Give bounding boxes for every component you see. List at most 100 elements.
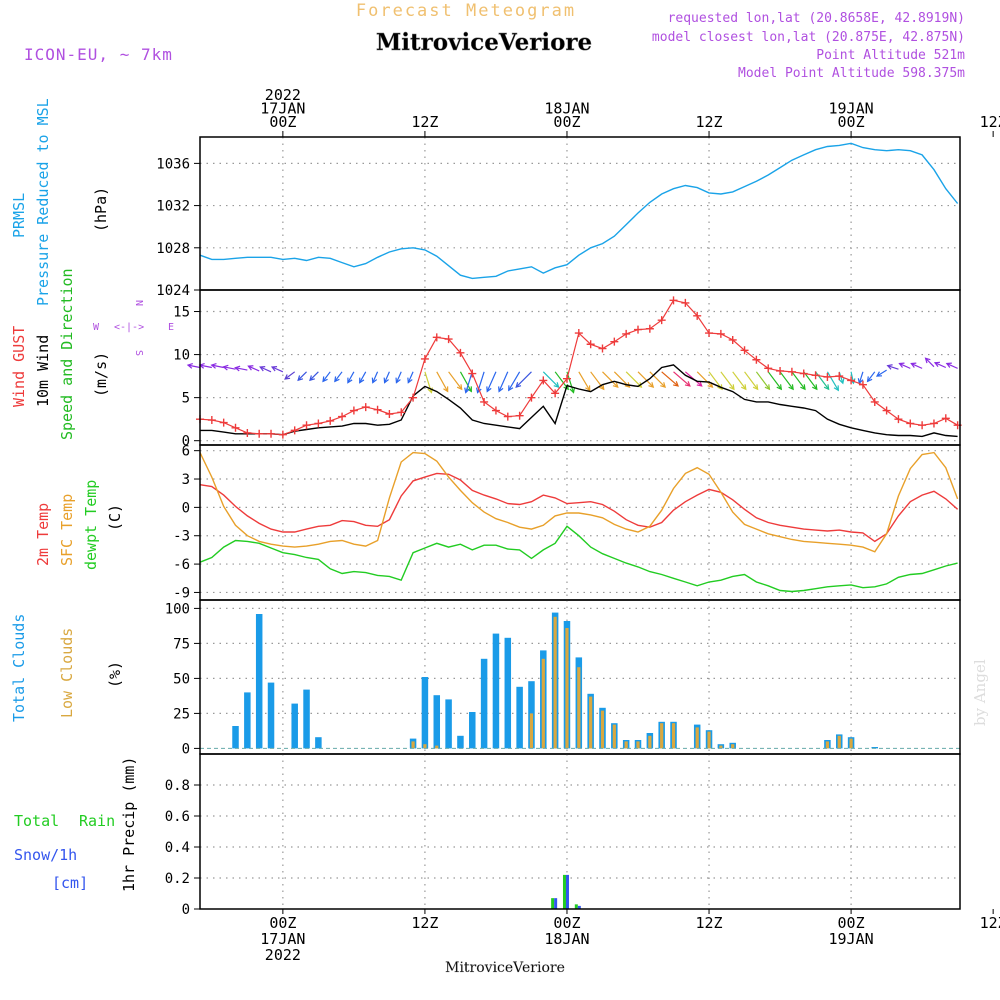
wind-arrow-shaft (625, 371, 642, 388)
precip-snow-bar (577, 905, 581, 909)
wind-arrow-head (259, 365, 266, 372)
wind-arrow-shaft (271, 366, 284, 373)
wind-arrow-head (838, 378, 845, 385)
wind-arrow-head (247, 365, 254, 371)
gust-marker (444, 335, 453, 344)
wind-direction-arrow (945, 362, 958, 369)
wind-arrow-head (186, 363, 193, 369)
gust-marker (740, 346, 749, 355)
wind-direction-arrow (383, 371, 390, 384)
gust-marker (349, 406, 358, 415)
cloud-ytick-label: 100 (165, 601, 190, 617)
precip-snow-bar (565, 874, 569, 909)
pressure-ytick-label: 1024 (156, 283, 190, 299)
gust-marker (432, 333, 441, 342)
wind-ytick-label: 0 (182, 434, 190, 450)
cloud-total-bar (871, 747, 879, 749)
wind-arrow-head (309, 375, 315, 382)
wind-arrow-head (210, 363, 217, 369)
wind-direction-arrow (210, 363, 224, 369)
top-tick-label: 2022 (265, 86, 301, 104)
wind-ytick-label: 10 (173, 348, 190, 364)
bottom-tick-label: 17JAN (260, 930, 305, 948)
wind-direction-arrow (407, 371, 414, 384)
gust-marker (906, 419, 915, 428)
gust-marker (338, 412, 347, 421)
cloud-low-bar (589, 696, 593, 749)
wind-arrow-shaft (372, 371, 379, 383)
wind-direction-arrow (732, 371, 747, 391)
pressure-ytick-label: 1032 (156, 199, 190, 215)
top-time-axis: 202217JAN00Z12Z18JAN00Z12Z19JAN00Z12Z (260, 86, 1000, 137)
temp-ytick-label: 3 (182, 472, 190, 488)
cloud-total-bar (492, 633, 500, 749)
wind-direction-arrow (476, 371, 485, 394)
wind-arrow-shaft (248, 365, 260, 372)
wind-arrow-shaft (322, 371, 331, 382)
gust-marker (835, 372, 844, 381)
wind-arrow-head (624, 382, 631, 388)
wind-arrow-head (407, 377, 413, 384)
wind-arrow-head (486, 386, 492, 393)
wind-arrow-shaft (187, 364, 201, 369)
wind-direction-arrow (322, 371, 331, 383)
pressure-series-prmsl (199, 142, 959, 280)
wind-arrow-head (933, 361, 941, 368)
wind-direction-arrow (791, 371, 806, 391)
temp-2m-label: 2m Temp (34, 503, 52, 566)
top-tick-label: 18JAN (544, 100, 589, 118)
wind-arrow-head (800, 384, 806, 391)
cloud-total-label: Total Clouds (10, 614, 28, 722)
cloud-low-bar (411, 741, 415, 749)
wind-arrow-shaft (211, 364, 224, 369)
wind-arrow-head (395, 377, 401, 384)
wind-arrow-head (673, 381, 679, 387)
gust-marker (622, 329, 631, 338)
gust-marker (503, 412, 512, 421)
wind-direction-arrow (395, 371, 402, 384)
wind-arrow-shaft (696, 371, 713, 388)
wind-arrow-head (569, 387, 576, 394)
precip-snow1: Snow/1h (14, 846, 77, 864)
gust-marker (941, 414, 950, 423)
wind-arrow-shaft (259, 366, 272, 373)
wind-arrow-head (334, 376, 340, 383)
wind-direction-arrow (359, 371, 367, 384)
wind-arrow-shaft (649, 371, 666, 388)
wind-arrow-head (371, 377, 378, 384)
wind-direction-arrow (744, 371, 759, 391)
wind-arrow-head (383, 377, 389, 384)
bottom-tick-label: 19JAN (829, 930, 874, 948)
precip-frame (199, 753, 961, 910)
gust-marker (728, 335, 737, 344)
top-tick-label: 12Z (980, 113, 1000, 131)
wind-arrow-head (752, 384, 759, 391)
wind-arrow-shaft (791, 371, 806, 390)
wind-arrow-head (476, 387, 482, 394)
precip-panel: 0 0.2 0.4 0.6 0.8 (165, 753, 961, 918)
wind-arrow-shaft (235, 367, 248, 371)
wind-arrow-shaft (309, 371, 319, 381)
wind-arrow-shaft (858, 371, 864, 384)
wind-direction-arrow (866, 371, 876, 383)
wind-arrow-head (598, 384, 605, 391)
gust-marker (894, 415, 903, 424)
wind-direction-arrow (347, 371, 355, 384)
compass-rose: W E <-|-> N S (93, 300, 174, 356)
wind-arrow-head (222, 364, 229, 371)
gust-marker (823, 372, 832, 381)
gust-marker (539, 376, 548, 385)
wind-direction-arrow (284, 371, 296, 380)
wind-arrow-head (322, 376, 328, 383)
gust-marker (515, 411, 524, 420)
temp-series-sfc-temp (199, 451, 959, 553)
gust-marker (681, 298, 690, 307)
wind-10m-label: 10m Wind (34, 335, 52, 407)
gust-marker (918, 421, 927, 430)
cloud-labels: Total Clouds Low Clouds (%) (10, 614, 124, 722)
wind-arrow-shaft (465, 371, 473, 393)
pressure-panel: 1024 1028 1032 1036 (156, 136, 961, 299)
compass-e: E (168, 322, 174, 333)
temp-ytick-label: -9 (173, 585, 190, 601)
